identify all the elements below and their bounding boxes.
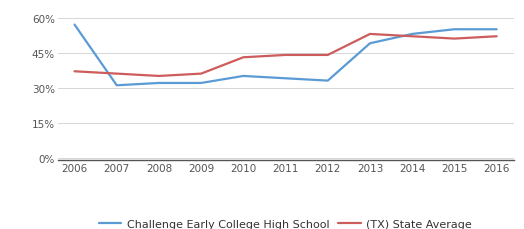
(TX) State Average [198, 73, 204, 76]
(TX) State Average [71, 71, 78, 73]
Legend: Challenge Early College High School, (TX) State Average: Challenge Early College High School, (TX… [95, 215, 476, 229]
Line: (TX) State Average: (TX) State Average [74, 35, 497, 77]
Challenge Early College High School [409, 33, 416, 36]
Challenge Early College High School [325, 80, 331, 83]
(TX) State Average [156, 75, 162, 78]
Challenge Early College High School [71, 24, 78, 27]
(TX) State Average [240, 57, 246, 59]
Line: Challenge Early College High School: Challenge Early College High School [74, 25, 497, 86]
(TX) State Average [282, 54, 289, 57]
Challenge Early College High School [240, 75, 246, 78]
Challenge Early College High School [114, 85, 120, 87]
(TX) State Average [325, 54, 331, 57]
Challenge Early College High School [198, 82, 204, 85]
Challenge Early College High School [367, 43, 373, 45]
(TX) State Average [494, 36, 500, 38]
(TX) State Average [367, 33, 373, 36]
(TX) State Average [409, 36, 416, 38]
(TX) State Average [114, 73, 120, 76]
Challenge Early College High School [282, 78, 289, 80]
Challenge Early College High School [494, 29, 500, 32]
Challenge Early College High School [451, 29, 457, 32]
(TX) State Average [451, 38, 457, 41]
Challenge Early College High School [156, 82, 162, 85]
